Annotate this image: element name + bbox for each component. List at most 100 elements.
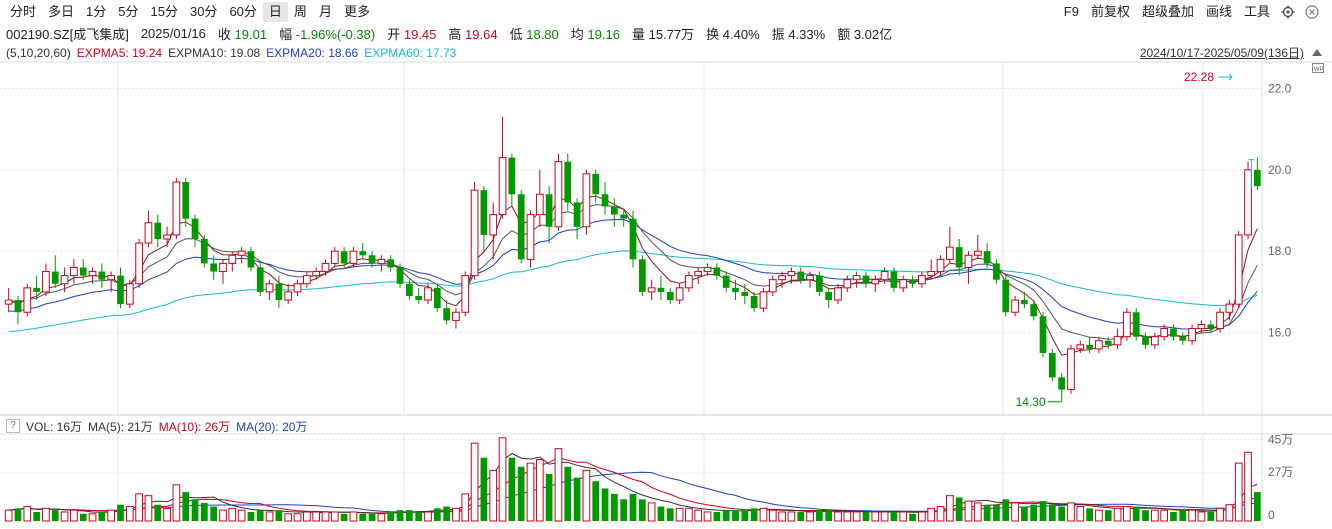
triangle-up-icon[interactable]: [1312, 44, 1324, 59]
candle-18: [172, 177, 181, 239]
period-tab-2[interactable]: 1分: [86, 4, 107, 19]
candle-45: [424, 283, 432, 305]
volume-bar-0: [4, 509, 13, 522]
candle-body-62: [582, 173, 591, 228]
period-tab-7[interactable]: 日: [262, 2, 288, 22]
candle-22: [210, 255, 218, 280]
candle-78: [732, 279, 739, 301]
candle-83: [778, 271, 786, 288]
price-tick-label-1: 20.0: [1268, 163, 1292, 177]
candle-body-52: [489, 214, 498, 236]
period-tab-1[interactable]: 多日: [48, 4, 75, 19]
volume-bar-86: [806, 511, 814, 522]
candle-122: [1142, 332, 1149, 349]
candle-21: [200, 234, 208, 268]
candle-118: [1104, 336, 1112, 349]
volume-bar-42: [396, 510, 404, 521]
volume-bar-99: [927, 507, 936, 522]
volume-bar-39: [368, 513, 376, 521]
chart-grid: [0, 61, 1332, 527]
candle-103: [964, 251, 973, 284]
candles: [4, 116, 1261, 402]
candle-111: [1039, 312, 1047, 358]
candle-94: [880, 267, 889, 284]
period-tab-9[interactable]: 月: [318, 4, 332, 19]
super-overlay-button[interactable]: 超级叠加: [1141, 4, 1194, 19]
candle-body-87: [816, 275, 823, 292]
range-icons: WP: [1312, 44, 1324, 76]
candle-body-127: [1188, 328, 1196, 342]
candle-body-133: [1244, 169, 1252, 236]
wp-icon[interactable]: WP: [1312, 61, 1324, 76]
volume-bar-73: [685, 507, 693, 522]
period-tab-10[interactable]: 更多: [343, 4, 370, 19]
volume-bar-121: [1132, 506, 1140, 521]
f9-button[interactable]: F9: [1063, 4, 1079, 19]
candle-body-41: [387, 259, 395, 268]
period-tab-0[interactable]: 分时: [10, 4, 37, 19]
volume-bar-53: [498, 437, 507, 522]
candle-body-121: [1132, 312, 1140, 337]
candle-15: [144, 210, 153, 248]
help-icon[interactable]: ?: [6, 419, 20, 433]
candle-body-15: [144, 222, 153, 244]
candle-body-85: [797, 271, 805, 280]
gear-icon[interactable]: [1280, 4, 1296, 20]
volume-bar-6: [60, 511, 69, 522]
volume-bar-69: [647, 502, 656, 522]
volume-bar-114: [1067, 502, 1075, 522]
date-range[interactable]: 2024/10/17-2025/05/09(136日): [1139, 46, 1304, 60]
candle-body-83: [778, 275, 786, 281]
volume-bar-88: [825, 510, 833, 521]
candle-29: [275, 275, 283, 309]
candle-body-45: [424, 287, 432, 301]
candle-body-76: [713, 267, 721, 276]
candle-body-74: [694, 271, 703, 277]
tools-button[interactable]: 工具: [1243, 4, 1270, 19]
vol-ma10-line: [8, 457, 1258, 514]
volume-bar-89: [834, 511, 842, 522]
open-field: 开 19.45: [387, 26, 437, 42]
volume-bar-74: [694, 509, 703, 522]
volume-bar-22: [210, 506, 218, 521]
candle-67: [629, 210, 637, 268]
candle-24: [228, 251, 237, 272]
candle-85: [797, 267, 805, 284]
candle-81: [759, 287, 768, 313]
candle-body-56: [526, 214, 535, 260]
candle-7: [70, 259, 78, 284]
volume-bar-82: [768, 509, 777, 522]
candle-body-16: [154, 222, 162, 239]
svg-text:WP: WP: [1314, 67, 1324, 73]
candle-120: [1123, 308, 1131, 341]
volume-bar-30: [284, 513, 293, 522]
draw-line-button[interactable]: 画线: [1205, 4, 1232, 19]
candle-38: [359, 243, 367, 260]
close-icon[interactable]: [1304, 4, 1320, 20]
period-tab-3[interactable]: 5分: [118, 4, 139, 19]
candle-body-10: [98, 271, 106, 280]
candle-42: [396, 263, 404, 288]
candle-body-97: [909, 279, 916, 284]
candle-body-7: [70, 266, 78, 277]
candle-93: [871, 275, 880, 292]
forward-adjust-button[interactable]: 前复权: [1090, 4, 1130, 19]
period-tab-8[interactable]: 周: [293, 4, 307, 19]
volume-bar-70: [657, 506, 665, 521]
expma-params[interactable]: (5,10,20,60): [6, 46, 71, 60]
volume-bar-14: [135, 493, 143, 522]
period-tab-4[interactable]: 15分: [150, 4, 178, 19]
candle-95: [890, 267, 898, 292]
candle-body-63: [592, 173, 600, 195]
volume-bar-66: [620, 499, 628, 521]
expma5-label: EXPMA5: 19.24: [76, 46, 163, 60]
volume-bar-62: [582, 469, 591, 522]
volume-bar-24: [228, 507, 237, 522]
candle-body-51: [480, 190, 488, 235]
period-tab-5[interactable]: 30分: [189, 4, 218, 19]
candle-102: [955, 239, 963, 276]
volume-tick-label-1: 27万: [1268, 465, 1293, 479]
period-tab-6[interactable]: 60分: [229, 4, 257, 19]
volume-bar-108: [1011, 502, 1019, 522]
